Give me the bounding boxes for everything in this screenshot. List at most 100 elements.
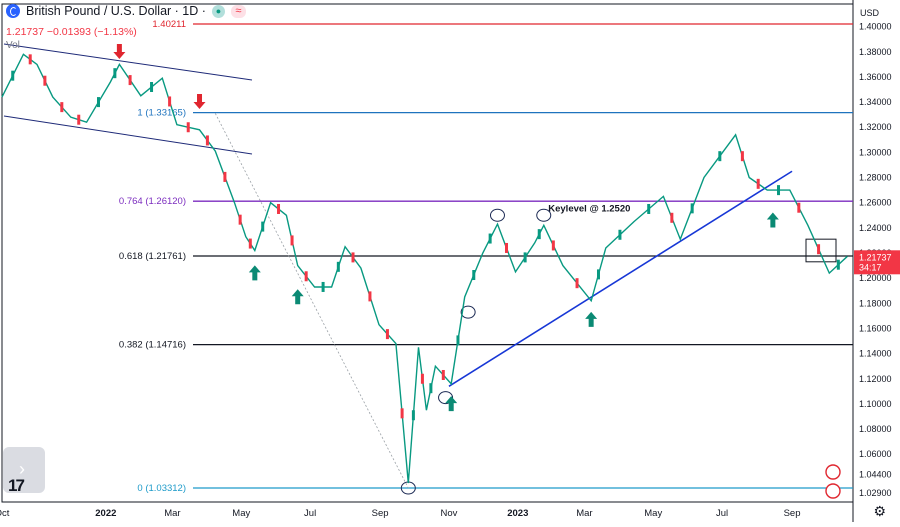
flag-icon: [825, 483, 841, 499]
y-tick-label: 1.06000: [859, 449, 892, 459]
y-tick-label: 1.10000: [859, 399, 892, 409]
flag-icon: [825, 464, 841, 480]
x-tick-label: May: [232, 508, 250, 519]
keylevel-label: Keylevel @ 1.2520: [548, 204, 630, 215]
candle: [351, 252, 355, 263]
volume-label[interactable]: Vol: [6, 40, 20, 51]
candle: [690, 203, 694, 214]
arrow-up-icon: [445, 396, 458, 412]
channel-lower-line: [3, 115, 253, 155]
arrow-down-icon: [193, 94, 206, 109]
candle: [28, 54, 32, 65]
swing-circle: [489, 208, 505, 222]
candle: [441, 369, 445, 380]
signal-markers: [113, 44, 841, 499]
zone-box: [805, 238, 837, 263]
level-label: 1 (1.33165): [137, 108, 186, 119]
candle: [575, 278, 579, 289]
candle: [77, 114, 81, 125]
candle: [238, 214, 242, 225]
arrow-up-icon: [766, 212, 779, 228]
scroll-right-button[interactable]: ›: [3, 447, 45, 493]
x-tick-label: 2023: [507, 508, 528, 519]
candle: [400, 408, 404, 419]
candle: [368, 291, 372, 302]
candle: [186, 122, 190, 133]
candle: [411, 410, 415, 421]
arrow-up-icon: [248, 265, 261, 281]
candle: [670, 212, 674, 223]
candle: [261, 221, 265, 232]
x-tick-label: Oct: [0, 508, 10, 519]
price-series: [1, 53, 848, 484]
x-tick-label: Mar: [164, 508, 180, 519]
candle: [96, 97, 100, 108]
candle: [718, 151, 722, 162]
candle: [551, 240, 555, 251]
x-tick-label: Jul: [304, 508, 316, 519]
y-tick-label: 1.30000: [859, 147, 892, 157]
candle: [777, 185, 781, 196]
swing-circle: [460, 305, 476, 319]
price-axis: USD 1.02900 1.04400 1.06000 1.08000 1.10000 1.…: [854, 8, 900, 498]
candle: [113, 68, 117, 79]
y-tick-label: 1.16000: [859, 323, 892, 333]
candle: [60, 102, 64, 113]
y-tick-label: 1.18000: [859, 298, 892, 308]
candle: [596, 269, 600, 280]
candle: [647, 203, 651, 214]
candle: [336, 261, 340, 272]
level-label: 0.764 (1.26120): [119, 196, 186, 207]
level-label: 0.618 (1.21761): [119, 251, 186, 262]
symbol-header[interactable]: British Pound / U.S. Dollar · 1D · ● ≈: [6, 4, 246, 18]
candle: [756, 178, 760, 189]
y-tick-label: 1.40000: [859, 22, 892, 32]
x-tick-label: Nov: [440, 508, 457, 519]
chart-logo-icon: [6, 4, 20, 18]
candle: [277, 203, 281, 214]
symbol-title[interactable]: British Pound / U.S. Dollar · 1D ·: [26, 4, 206, 18]
candle: [43, 75, 47, 86]
candle: [618, 229, 622, 240]
y-tick-label: 1.02900: [859, 488, 892, 498]
candle: [290, 235, 294, 246]
candle: [248, 238, 252, 249]
alert-badge[interactable]: ≈: [230, 4, 246, 18]
y-tick-label: 1.38000: [859, 47, 892, 57]
y-tick-label: 1.14000: [859, 349, 892, 359]
channel-upper-line: [3, 43, 253, 81]
candle: [456, 335, 460, 346]
candle: [223, 171, 227, 182]
market-open-badge[interactable]: ●: [211, 4, 225, 18]
candle: [150, 82, 154, 92]
candle: [523, 252, 527, 263]
y-tick-label: 1.36000: [859, 72, 892, 82]
y-tick-label: 1.24000: [859, 223, 892, 233]
candle: [321, 281, 325, 292]
candle: [304, 271, 308, 282]
y-tick-label: 1.20000: [859, 273, 892, 283]
gear-icon[interactable]: ⚙: [873, 503, 886, 519]
y-tick-label: 1.28000: [859, 173, 892, 183]
arrow-up-icon: [585, 311, 598, 327]
y-tick-label: 1.04400: [859, 469, 892, 479]
candle: [128, 75, 132, 86]
y-tick-label: 1.26000: [859, 198, 892, 208]
axis-unit-label: USD: [860, 8, 880, 18]
candle: [797, 202, 801, 213]
candle: [817, 244, 821, 255]
y-tick-label: 1.12000: [859, 374, 892, 384]
candle: [505, 242, 509, 253]
drawing-overlays: Keylevel @ 1.2520: [3, 43, 837, 495]
x-tick-label: May: [644, 508, 662, 519]
candle: [472, 270, 476, 281]
level-label: 1.40211: [152, 19, 186, 30]
current-price-label: 1.21737: [859, 252, 892, 262]
candle: [168, 96, 172, 107]
y-tick-label: 1.32000: [859, 122, 892, 132]
x-tick-label: 2022: [95, 508, 116, 519]
candle: [836, 259, 840, 270]
quote-line: 1.21737 −0.01393 (−1.13%): [6, 26, 137, 38]
